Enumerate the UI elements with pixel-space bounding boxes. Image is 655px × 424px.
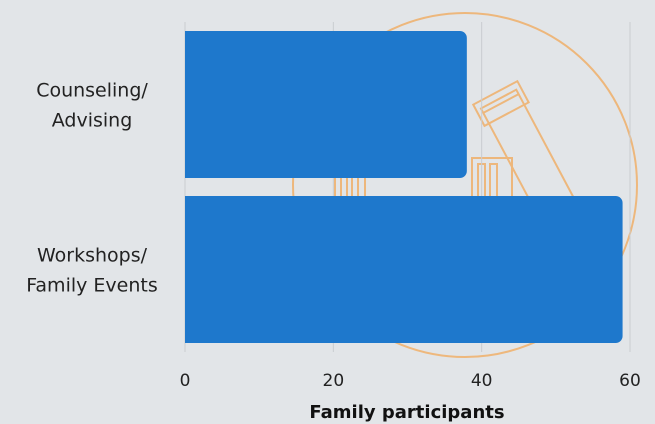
bar-1: [185, 196, 623, 343]
y-axis-categories: Counseling/Advising Workshops/Family Even…: [26, 80, 158, 297]
bar-0-edge: [185, 31, 195, 178]
bar-0: [185, 31, 467, 178]
category-label-1-line-1: Family Events: [26, 275, 158, 297]
x-tick-label-60: 60: [619, 371, 641, 391]
bars: [185, 31, 623, 343]
category-label-1-line-0: Workshops/: [37, 245, 148, 267]
x-tick-label-0: 0: [180, 371, 191, 391]
x-axis-title: Family participants: [309, 402, 504, 423]
bar-1-edge: [185, 196, 195, 343]
x-axis-ticks: 0 20 40 60: [180, 371, 641, 391]
category-label-0-line-0: Counseling/: [36, 80, 148, 102]
category-label-0-line-1: Advising: [52, 110, 133, 132]
x-tick-label-40: 40: [471, 371, 493, 391]
x-tick-label-20: 20: [323, 371, 345, 391]
